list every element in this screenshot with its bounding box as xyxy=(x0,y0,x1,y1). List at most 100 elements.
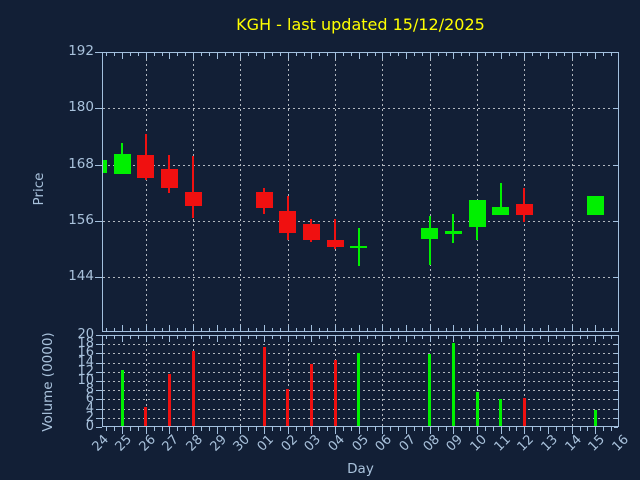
x-tick-price-bot xyxy=(169,325,171,331)
x-axis-label: Day xyxy=(347,461,374,477)
day-gridline-26 xyxy=(145,336,147,426)
x-tick-axis xyxy=(193,427,195,434)
x-tick-price-bot xyxy=(319,328,321,331)
x-tick-vol-top xyxy=(500,336,502,342)
x-tick-top xyxy=(563,53,565,56)
volume-gridline-6 xyxy=(103,399,618,401)
candle-body-01 xyxy=(255,191,273,209)
x-tick-price-bot xyxy=(264,325,266,331)
volume-tick-left xyxy=(96,353,102,355)
volume-tick-label-4: 4 xyxy=(85,400,94,416)
day-gridline-04 xyxy=(335,53,337,331)
volume-bar-15 xyxy=(593,410,597,426)
x-tick-price-bot xyxy=(153,328,155,331)
volume-tick-right xyxy=(614,399,618,401)
x-tick-axis xyxy=(311,427,313,434)
x-tick-price-bot xyxy=(201,328,203,331)
x-tick-price-bot xyxy=(342,328,344,331)
x-tick-vol-top xyxy=(311,336,313,342)
price-gridline-168 xyxy=(103,164,618,166)
x-tick-vol-top xyxy=(224,336,226,339)
x-tick-vol-top xyxy=(421,336,423,339)
volume-tick-right xyxy=(614,427,618,428)
x-tick-axis xyxy=(303,427,305,431)
x-tick-top xyxy=(390,53,392,56)
x-tick-top xyxy=(603,53,605,56)
price-tick-left xyxy=(95,164,102,166)
x-tick-axis xyxy=(350,427,352,431)
x-tick-vol-top xyxy=(484,336,486,339)
x-tick-price-bot xyxy=(295,328,297,331)
x-tick-axis xyxy=(106,427,108,431)
volume-gridline-4 xyxy=(103,408,618,410)
x-tick-vol-top xyxy=(185,336,187,339)
volume-bar-05 xyxy=(357,353,361,426)
x-tick-top xyxy=(216,53,218,59)
volume-tick-right xyxy=(614,344,618,346)
x-tick-axis xyxy=(461,427,463,431)
x-tick-vol-top xyxy=(540,336,542,339)
x-tick-axis xyxy=(327,427,329,431)
x-tick-vol-top xyxy=(508,336,510,339)
x-tick-axis xyxy=(342,427,344,431)
candle-body-08 xyxy=(421,227,439,240)
x-tick-vol-top xyxy=(272,336,273,339)
x-tick-top xyxy=(469,53,471,56)
x-tick-vol-top xyxy=(342,336,344,339)
x-tick-price-bot xyxy=(248,328,250,331)
x-tick-price-bot xyxy=(437,328,439,331)
x-tick-vol-top xyxy=(256,336,258,339)
x-tick-price-bot xyxy=(216,325,218,331)
volume-bar-11 xyxy=(499,399,503,426)
x-tick-axis xyxy=(390,427,392,431)
x-tick-vol-top xyxy=(193,336,195,342)
volume-bar-09 xyxy=(451,343,455,426)
x-tick-top xyxy=(232,53,234,56)
x-tick-top xyxy=(611,53,613,56)
x-tick-vol-top xyxy=(603,336,605,339)
x-tick-top xyxy=(130,53,132,56)
x-tick-top xyxy=(374,53,376,56)
volume-bar-25 xyxy=(120,369,124,426)
x-tick-top xyxy=(492,53,494,56)
volume-gridline-18 xyxy=(103,344,618,346)
x-tick-top xyxy=(398,53,400,56)
volume-tick-left xyxy=(96,408,102,410)
x-tick-axis xyxy=(532,427,534,431)
day-gridline-30 xyxy=(240,53,242,331)
x-tick-axis xyxy=(169,427,171,434)
volume-tick-right xyxy=(614,390,618,392)
candle-wick-08 xyxy=(428,216,431,265)
x-tick-axis xyxy=(453,427,455,434)
x-tick-price-bot xyxy=(185,328,187,331)
x-tick-top xyxy=(358,53,360,59)
x-tick-price-bot xyxy=(303,328,305,331)
x-tick-price-bot xyxy=(516,328,518,331)
x-tick-price-bot xyxy=(232,328,234,331)
x-tick-price-bot xyxy=(406,325,408,331)
x-tick-axis xyxy=(413,427,415,431)
x-tick-vol-top xyxy=(287,336,289,342)
x-tick-vol-top xyxy=(453,336,455,342)
x-tick-top xyxy=(413,53,415,56)
price-tick-label-168: 168 xyxy=(68,155,94,172)
x-tick-top xyxy=(477,53,479,59)
price-tick-left xyxy=(95,220,102,222)
x-tick-top xyxy=(240,53,242,59)
day-gridline-26 xyxy=(145,53,147,331)
x-tick-axis xyxy=(374,427,376,431)
volume-tick-label-14: 14 xyxy=(77,354,94,370)
x-tick-vol-top xyxy=(595,336,597,342)
x-tick-axis xyxy=(240,427,242,434)
x-tick-axis xyxy=(256,427,258,431)
x-tick-axis xyxy=(201,427,203,431)
x-tick-price-bot xyxy=(311,325,313,331)
x-tick-top xyxy=(366,53,368,56)
x-tick-price-bot xyxy=(390,328,392,331)
candle-body-04 xyxy=(326,239,344,247)
x-tick-vol-top xyxy=(548,336,550,342)
x-tick-top xyxy=(508,53,510,56)
candle-body-09 xyxy=(444,231,462,234)
x-tick-axis xyxy=(232,427,234,431)
x-tick-top xyxy=(208,53,210,56)
